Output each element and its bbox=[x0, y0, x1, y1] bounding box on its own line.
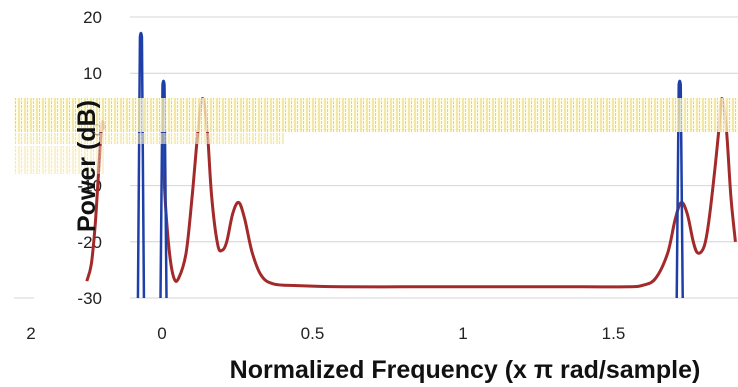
spectral-peak-spike bbox=[675, 79, 684, 299]
render-artifact-band bbox=[14, 98, 738, 174]
y-tick-label: -20 bbox=[77, 233, 102, 252]
grid-lines bbox=[14, 16, 738, 299]
y-axis-title: Power (dB) bbox=[73, 100, 101, 232]
spectral-peak-spike bbox=[159, 79, 168, 299]
y-tick-labels: 20100-10-20-30 bbox=[77, 8, 102, 308]
y-tick-label: -30 bbox=[77, 289, 102, 308]
y-tick-label: 10 bbox=[83, 64, 102, 83]
x-tick-label: 0.5 bbox=[301, 324, 325, 343]
y-tick-label: 20 bbox=[83, 8, 102, 27]
y-tick-label: -10 bbox=[77, 177, 102, 196]
x-axis-title: Normalized Frequency (x π rad/sample) bbox=[230, 356, 701, 384]
spectral-peak-spike bbox=[136, 31, 146, 299]
x-tick-label: 1.5 bbox=[602, 324, 626, 343]
x-tick-label: 1 bbox=[458, 324, 467, 343]
left-panel-tick: 2 bbox=[26, 324, 35, 343]
x-tick-label: 0 bbox=[157, 324, 166, 343]
x-tick-labels: 0 0.5 1 1.5 bbox=[157, 324, 625, 343]
